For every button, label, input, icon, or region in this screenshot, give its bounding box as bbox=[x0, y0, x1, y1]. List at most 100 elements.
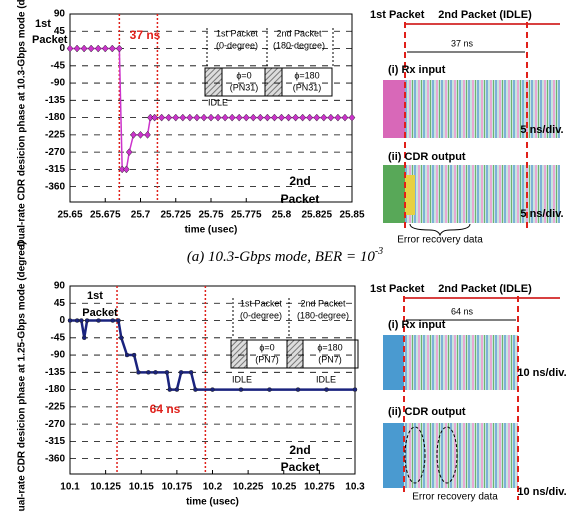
annotation: (PN7) bbox=[318, 354, 342, 364]
x-tick-label: 10.275 bbox=[304, 482, 335, 493]
data-point bbox=[201, 114, 207, 121]
data-point bbox=[335, 114, 341, 121]
data-point bbox=[119, 336, 123, 340]
x-tick-label: 25.675 bbox=[90, 210, 121, 221]
panel-label: (ii) CDR output bbox=[388, 406, 466, 418]
x-tick-label: 25.7 bbox=[131, 210, 151, 221]
data-point bbox=[179, 370, 183, 374]
panel-label: 5 ns/div. bbox=[520, 208, 563, 220]
panel-label: (i) Rx input bbox=[388, 64, 446, 76]
panel-label: 1st Packet bbox=[370, 9, 425, 21]
data-point bbox=[349, 114, 355, 121]
caption: (a) 10.3-Gbps mode, BER = 10-3 bbox=[187, 246, 383, 265]
panel-label: 1st Packet bbox=[370, 283, 425, 295]
data-point bbox=[168, 388, 172, 392]
annotation: 2nd bbox=[289, 443, 310, 457]
annotation: IDLE bbox=[232, 374, 252, 384]
data-point bbox=[193, 388, 197, 392]
data-point bbox=[67, 45, 73, 52]
data-point bbox=[296, 388, 300, 392]
data-point bbox=[123, 166, 129, 173]
data-point bbox=[68, 319, 72, 323]
data-point bbox=[286, 114, 292, 121]
data-point bbox=[250, 114, 256, 121]
y-tick-label: -315 bbox=[45, 164, 65, 175]
data-point bbox=[342, 114, 348, 121]
panel-label: 5 ns/div. bbox=[520, 124, 563, 136]
x-tick-label: 25.8 bbox=[272, 210, 292, 221]
annotation: (PN31) bbox=[230, 82, 259, 92]
x-tick-label: 10.1 bbox=[60, 482, 80, 493]
data-point bbox=[130, 131, 136, 138]
data-point bbox=[194, 114, 200, 121]
annotation: 2nd Packet bbox=[276, 28, 322, 38]
data-point bbox=[116, 45, 122, 52]
x-tick-label: 25.725 bbox=[160, 210, 191, 221]
annotation: (0-degree) bbox=[240, 310, 282, 320]
annotation: 1st bbox=[35, 18, 51, 30]
data-point bbox=[132, 353, 136, 357]
data-point bbox=[300, 114, 306, 121]
annotation: (PN7) bbox=[255, 354, 279, 364]
data-point bbox=[125, 353, 129, 357]
data-point bbox=[314, 114, 320, 121]
y-tick-label: -90 bbox=[51, 350, 66, 361]
data-point bbox=[81, 45, 87, 52]
data-point bbox=[175, 388, 179, 392]
x-tick-label: 25.75 bbox=[198, 210, 223, 221]
data-point bbox=[187, 114, 193, 121]
data-point bbox=[257, 114, 263, 121]
annotation: 2nd Packet bbox=[300, 298, 346, 308]
data-point bbox=[321, 114, 327, 121]
data-point bbox=[293, 114, 299, 121]
data-point bbox=[116, 319, 120, 323]
data-point bbox=[146, 370, 150, 374]
data-point bbox=[222, 114, 228, 121]
y-tick-label: -225 bbox=[45, 129, 65, 140]
data-point bbox=[239, 388, 243, 392]
annotation: Packet bbox=[32, 34, 68, 46]
data-point bbox=[173, 114, 179, 121]
panel-label: Error recovery data bbox=[397, 235, 483, 246]
y-tick-label: -180 bbox=[45, 112, 65, 123]
data-point bbox=[189, 370, 193, 374]
caption-exponent: -3 bbox=[375, 246, 383, 257]
x-tick-label: 10.125 bbox=[90, 482, 121, 493]
x-tick-label: 10.2 bbox=[203, 482, 223, 493]
y-tick-label: -45 bbox=[51, 332, 66, 343]
data-point bbox=[271, 114, 277, 121]
annotation: IDLE bbox=[208, 97, 228, 107]
data-point bbox=[268, 388, 272, 392]
data-point bbox=[243, 114, 249, 121]
y-tick-label: -270 bbox=[45, 419, 65, 430]
y-tick-label: 0 bbox=[59, 315, 65, 326]
y-tick-label: -360 bbox=[45, 181, 65, 192]
x-axis-label: time (usec) bbox=[185, 225, 238, 236]
annotation: IDLE bbox=[316, 374, 336, 384]
data-point bbox=[307, 114, 313, 121]
x-tick-label: 10.3 bbox=[345, 482, 365, 493]
data-point bbox=[95, 45, 101, 52]
y-axis-label: Dual-rate CDR desicion phase at 1.25-Gbp… bbox=[17, 241, 28, 512]
data-point bbox=[165, 370, 169, 374]
x-tick-label: 10.15 bbox=[129, 482, 154, 493]
panel-label: 2nd Packet (IDLE) bbox=[438, 9, 532, 21]
data-line bbox=[70, 49, 352, 170]
y-tick-label: -225 bbox=[45, 401, 65, 412]
annotation: Packet bbox=[82, 307, 118, 319]
caption-text: (a) 10.3-Gbps mode, BER = 10 bbox=[187, 249, 376, 265]
data-point bbox=[325, 388, 329, 392]
data-point bbox=[97, 319, 101, 323]
data-point bbox=[74, 45, 80, 52]
annotation: 1st Packet bbox=[240, 298, 283, 308]
data-point bbox=[88, 45, 94, 52]
data-point bbox=[82, 336, 86, 340]
x-tick-label: 10.225 bbox=[233, 482, 264, 493]
data-point bbox=[138, 131, 144, 138]
data-point bbox=[236, 114, 242, 121]
x-tick-label: 10.175 bbox=[162, 482, 193, 493]
annotation: 37 ns bbox=[130, 28, 161, 42]
data-point bbox=[75, 319, 79, 323]
y-tick-label: -135 bbox=[45, 95, 65, 106]
data-point bbox=[102, 45, 108, 52]
